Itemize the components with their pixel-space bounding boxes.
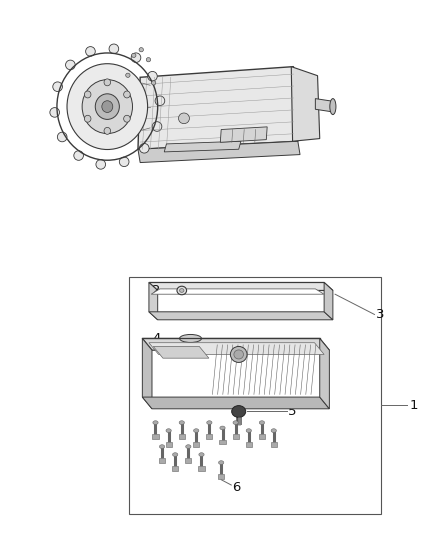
Ellipse shape bbox=[220, 426, 225, 430]
Ellipse shape bbox=[109, 44, 119, 54]
Bar bbox=[271, 442, 277, 447]
Ellipse shape bbox=[66, 60, 75, 70]
Polygon shape bbox=[149, 282, 333, 290]
Bar bbox=[218, 474, 224, 479]
Polygon shape bbox=[138, 141, 300, 163]
Ellipse shape bbox=[86, 46, 95, 56]
Ellipse shape bbox=[186, 445, 191, 448]
Text: 4: 4 bbox=[152, 332, 161, 345]
Polygon shape bbox=[149, 343, 324, 354]
Bar bbox=[219, 440, 226, 444]
Ellipse shape bbox=[96, 159, 106, 169]
Polygon shape bbox=[138, 67, 298, 149]
Bar bbox=[179, 434, 185, 439]
Ellipse shape bbox=[330, 99, 336, 115]
Ellipse shape bbox=[207, 421, 212, 424]
Bar bbox=[193, 442, 199, 447]
Ellipse shape bbox=[166, 429, 171, 432]
Ellipse shape bbox=[153, 421, 158, 424]
Ellipse shape bbox=[271, 429, 276, 432]
Ellipse shape bbox=[139, 47, 143, 52]
Ellipse shape bbox=[104, 127, 110, 134]
Text: 1: 1 bbox=[410, 399, 418, 411]
Text: 3: 3 bbox=[376, 308, 384, 321]
Ellipse shape bbox=[53, 82, 63, 92]
Ellipse shape bbox=[102, 101, 113, 112]
Ellipse shape bbox=[124, 115, 130, 122]
Ellipse shape bbox=[124, 91, 130, 98]
Ellipse shape bbox=[230, 346, 247, 362]
Ellipse shape bbox=[179, 421, 184, 424]
Bar bbox=[198, 466, 205, 471]
Bar bbox=[233, 434, 239, 439]
Text: 2: 2 bbox=[152, 284, 161, 297]
Ellipse shape bbox=[74, 151, 84, 160]
Ellipse shape bbox=[119, 157, 129, 167]
Bar bbox=[172, 466, 178, 471]
Ellipse shape bbox=[232, 406, 246, 417]
Polygon shape bbox=[142, 338, 152, 409]
Ellipse shape bbox=[234, 350, 244, 359]
Ellipse shape bbox=[82, 79, 132, 134]
Ellipse shape bbox=[178, 113, 189, 124]
Bar bbox=[152, 434, 159, 439]
Ellipse shape bbox=[152, 80, 156, 85]
Ellipse shape bbox=[85, 91, 91, 98]
Ellipse shape bbox=[148, 71, 157, 81]
Bar bbox=[185, 458, 191, 463]
Ellipse shape bbox=[259, 421, 265, 424]
Polygon shape bbox=[320, 338, 329, 409]
Bar bbox=[259, 434, 265, 439]
Polygon shape bbox=[164, 141, 241, 152]
Ellipse shape bbox=[146, 58, 151, 62]
Ellipse shape bbox=[246, 429, 251, 432]
Ellipse shape bbox=[159, 445, 165, 448]
Polygon shape bbox=[149, 312, 333, 320]
Ellipse shape bbox=[104, 79, 110, 86]
Ellipse shape bbox=[85, 115, 91, 122]
Ellipse shape bbox=[50, 108, 60, 117]
Ellipse shape bbox=[180, 335, 201, 343]
Ellipse shape bbox=[155, 96, 165, 106]
Polygon shape bbox=[220, 127, 267, 142]
Ellipse shape bbox=[67, 63, 148, 149]
Ellipse shape bbox=[131, 53, 136, 58]
Ellipse shape bbox=[152, 122, 162, 131]
Polygon shape bbox=[142, 338, 329, 350]
Polygon shape bbox=[315, 99, 333, 112]
Polygon shape bbox=[151, 289, 324, 294]
Ellipse shape bbox=[173, 453, 178, 456]
Bar bbox=[166, 442, 172, 447]
Ellipse shape bbox=[139, 143, 149, 153]
Ellipse shape bbox=[219, 461, 224, 464]
Bar bbox=[159, 458, 165, 463]
Ellipse shape bbox=[95, 94, 119, 119]
Ellipse shape bbox=[57, 132, 67, 142]
Polygon shape bbox=[291, 67, 320, 141]
Polygon shape bbox=[324, 282, 333, 320]
Ellipse shape bbox=[126, 73, 130, 77]
Ellipse shape bbox=[194, 429, 199, 432]
Text: 6: 6 bbox=[232, 481, 240, 494]
Ellipse shape bbox=[131, 53, 141, 62]
Ellipse shape bbox=[180, 289, 184, 292]
Ellipse shape bbox=[233, 421, 238, 424]
Bar bbox=[246, 442, 252, 447]
Ellipse shape bbox=[177, 286, 187, 295]
Polygon shape bbox=[149, 282, 158, 320]
Ellipse shape bbox=[199, 453, 204, 456]
Polygon shape bbox=[153, 346, 209, 358]
Text: 5: 5 bbox=[288, 405, 297, 418]
Bar bbox=[206, 434, 212, 439]
Polygon shape bbox=[142, 397, 329, 409]
Bar bbox=[129, 277, 381, 514]
